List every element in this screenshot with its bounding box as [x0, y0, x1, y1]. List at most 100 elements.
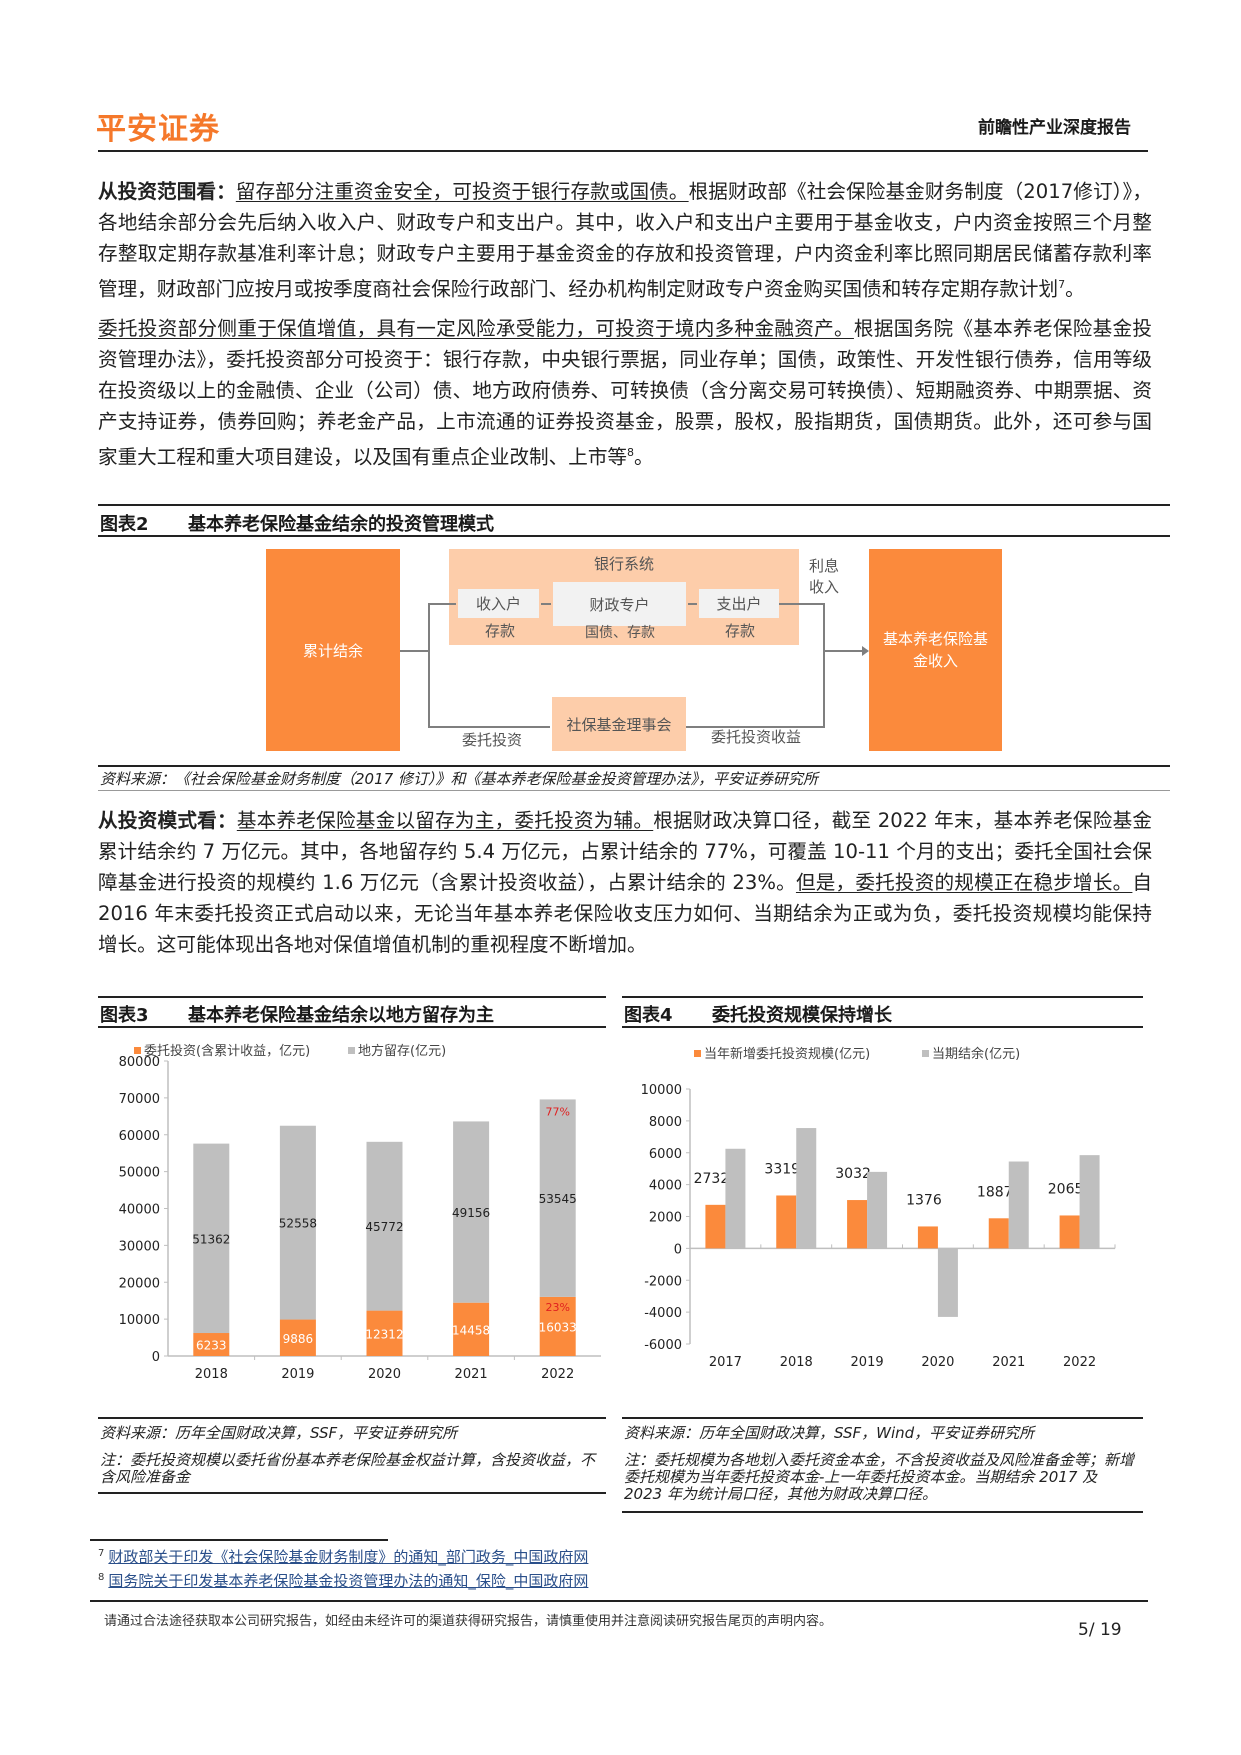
bar	[1079, 1155, 1100, 1249]
deposit-label: 存款	[484, 622, 515, 640]
figure4-note: 注：委托规模为各地划入委托资金本金，不含投资收益及风险准备金等；新增委托规模为当…	[624, 1451, 1135, 1503]
page-number: 5/ 19	[1078, 1620, 1122, 1640]
arrow-to-ssf	[428, 726, 550, 728]
data-label: 1376	[906, 1192, 942, 1208]
figure4-heading: 图表4 委托投资规模保持增长	[624, 1001, 892, 1027]
data-label: 49156	[452, 1206, 490, 1220]
data-label: 6233	[196, 1339, 227, 1353]
figure3-note: 注：委托投资规模以委托省份基本养老保险基金权益计算，含投资收益，不含风险准备金	[100, 1451, 596, 1486]
expense-account-box: 支出户	[699, 589, 779, 618]
x-tick-label: 2021	[455, 1367, 488, 1382]
bar-segment	[453, 1302, 490, 1356]
underlined-text: 留存部分注重资金安全，可投资于银行存款或国债。	[235, 180, 689, 203]
data-label: 2065	[1048, 1181, 1084, 1197]
footnote-link[interactable]: 财政部关于印发《社会保险基金财务制度》的通知_部门政务_中国政府网	[108, 1548, 589, 1566]
bar	[1059, 1215, 1080, 1249]
bar	[796, 1128, 817, 1249]
figure-number: 图表4	[624, 1005, 673, 1026]
figure2-source: 资料来源：《社会保险基金财务制度（2017 修订）》和《基本养老保险基金投资管理…	[100, 770, 818, 788]
y-tick-label: 40000	[119, 1203, 160, 1218]
bar	[776, 1195, 797, 1249]
x-tick-label: 2020	[368, 1367, 401, 1382]
footnote-link[interactable]: 国务院关于印发基本养老保险基金投资管理办法的通知_保险_中国政府网	[108, 1572, 589, 1590]
paragraph-investment-scope: 从投资范围看：留存部分注重资金安全，可投资于银行存款或国债。根据财政部《社会保险…	[98, 176, 1152, 305]
y-tick-label: 70000	[119, 1092, 160, 1107]
body-text: 根据财政部《社会保险基金财务制度（2017修订）》，各地结余部分会先后纳入收入户…	[98, 180, 1153, 301]
bar-segment	[366, 1141, 403, 1311]
y-tick-label: -4000	[644, 1306, 682, 1321]
y-tick-label: 8000	[649, 1115, 682, 1130]
y-tick-label: -6000	[644, 1338, 682, 1353]
interest-income-label: 利息收入	[808, 557, 839, 596]
arrow-to-income	[428, 603, 456, 605]
x-tick-label: 2018	[780, 1355, 813, 1370]
y-tick-label: 80000	[119, 1055, 160, 1070]
bar-segment	[193, 1143, 230, 1334]
y-tick-label: 4000	[649, 1179, 682, 1194]
bar	[847, 1200, 868, 1249]
data-label: 14458	[452, 1323, 490, 1337]
footnote-number: 7	[98, 1548, 105, 1559]
connector-line	[823, 603, 825, 728]
footnote-8: 8 国务院关于印发基本养老保险基金投资管理办法的通知_保险_中国政府网	[98, 1570, 588, 1591]
data-label: 1887	[977, 1184, 1013, 1200]
bar	[937, 1248, 958, 1317]
footnote-7: 7 财政部关于印发《社会保险基金财务制度》的通知_部门政务_中国政府网	[98, 1546, 588, 1567]
connector-line	[400, 650, 429, 652]
bar	[867, 1171, 888, 1249]
investment-flow-diagram: 累计结余 银行系统 收入户 财政专户 支出户 存款 国债、存款 存款 利息收入 …	[0, 0, 1241, 780]
y-tick-label: 0	[152, 1350, 160, 1365]
report-type: 前瞻性产业深度报告	[978, 118, 1131, 138]
bar-chart-entrusted-growth: -6000 -4000 -2000 0 2000 4000 6000 8000 10000 273…	[641, 1046, 1116, 1370]
x-tick-label: 2021	[992, 1355, 1025, 1370]
x-tick-label: 2017	[709, 1355, 742, 1370]
paragraph-entrusted-investment: 委托投资部分侧重于保值增值，具有一定风险承受能力，可投资于境内多种金融资产。根据…	[98, 313, 1152, 473]
data-label: 12312	[365, 1327, 403, 1341]
header-divider	[98, 150, 1148, 152]
ssf-council-box: 社保基金理事会	[552, 697, 686, 751]
data-label: 45772	[365, 1220, 403, 1234]
figure-title: 基本养老保险基金结余以地方留存为主	[188, 1005, 494, 1026]
figure-number: 图表3	[100, 1005, 149, 1026]
entrusted-investment-label: 委托投资	[461, 731, 522, 749]
connector-line	[779, 603, 825, 605]
figure2-top-rule	[98, 504, 1170, 506]
figure3-source-rule	[98, 1417, 606, 1419]
bar	[705, 1204, 726, 1249]
legend-label: 当年新增委托投资规模(亿元)	[704, 1046, 870, 1062]
figure3-heading: 图表3 基本养老保险基金结余以地方留存为主	[100, 1001, 494, 1027]
figure4-title-rule	[622, 1026, 1143, 1028]
y-tick-label: -2000	[644, 1274, 682, 1289]
legend-label: 当期结余(亿元)	[932, 1046, 1020, 1062]
footnote-ref[interactable]: 7	[1058, 278, 1066, 291]
x-tick-label: 2018	[195, 1367, 228, 1382]
figure4-bottom-rule	[622, 1511, 1143, 1513]
bank-system-label: 银行系统	[593, 555, 654, 573]
y-tick-label: 30000	[119, 1239, 160, 1254]
bar	[988, 1218, 1009, 1249]
y-tick-label: 2000	[649, 1211, 682, 1226]
data-label: 3319	[764, 1161, 800, 1177]
bar	[725, 1148, 746, 1249]
footnote-divider	[90, 1539, 388, 1541]
footnote-ref[interactable]: 8	[627, 446, 635, 459]
stacked-bar-chart-fund-balance: 0 10000 20000 30000 40000 50000 60000 70000 8000…	[119, 1043, 601, 1382]
y-tick-label: 6000	[649, 1147, 682, 1162]
bar-segment	[193, 1333, 230, 1356]
logo: 平安证券	[96, 112, 220, 147]
fiscal-account-box: 财政专户	[553, 582, 686, 626]
bonds-deposit-label: 国债、存款	[585, 625, 655, 641]
underlined-text: 基本养老保险基金以留存为主，委托投资为辅。	[236, 809, 654, 832]
arrow-to-fund-income	[823, 650, 865, 652]
footer-disclaimer: 请通过合法途径获取本公司研究报告，如经由未经许可的渠道获得研究报告，请慎重使用并…	[104, 1614, 833, 1629]
figure4-top-rule	[622, 996, 1143, 998]
data-label: 51362	[192, 1232, 230, 1246]
y-tick-label: 50000	[119, 1166, 160, 1181]
underlined-text: 但是，委托投资的规模正在稳步增长。	[795, 871, 1133, 894]
x-tick-label: 2022	[1063, 1355, 1096, 1370]
y-tick-label: 10000	[641, 1083, 682, 1098]
figure3-top-rule	[98, 996, 606, 998]
punct: 。	[1065, 277, 1085, 301]
connector-line	[428, 603, 430, 728]
body-text: 根据国务院《基本养老保险基金投资管理办法》，委托投资部分可投资于：银行存款，中央…	[98, 317, 1153, 469]
